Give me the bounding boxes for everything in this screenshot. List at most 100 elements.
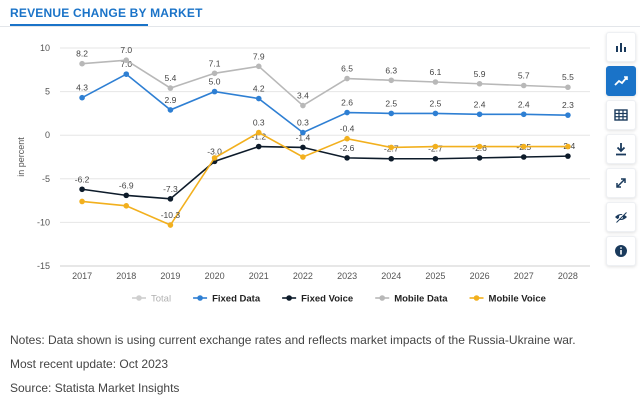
mobile-voice-point[interactable] <box>388 144 395 151</box>
mobile-voice-point[interactable] <box>79 198 85 205</box>
fixed-data-point[interactable] <box>211 88 218 95</box>
x-tick-label: 2017 <box>72 271 92 281</box>
fixed-data-data-label: 2.5 <box>430 98 442 108</box>
mobile-data-data-label: 3.4 <box>297 91 309 101</box>
mobile-voice-line <box>82 131 568 227</box>
download-icon <box>616 143 626 156</box>
bar-chart-button[interactable] <box>606 32 636 62</box>
fixed-voice-legend-marker[interactable] <box>286 295 292 301</box>
x-tick-label: 2024 <box>381 271 401 281</box>
mobile-data-point[interactable] <box>388 77 395 84</box>
mobile-data-data-label: 7.9 <box>253 51 265 61</box>
fixed-data-point[interactable] <box>476 111 483 118</box>
fixed-voice-data-label: -3.0 <box>207 146 222 156</box>
mobile-data-point[interactable] <box>255 63 262 70</box>
fixed-voice-point[interactable] <box>476 155 483 161</box>
x-tick-label: 2018 <box>116 271 136 281</box>
mobile-data-point[interactable] <box>476 80 483 87</box>
fixed-voice-data-label: -2.6 <box>340 143 355 153</box>
mobile-data-point[interactable] <box>79 60 85 67</box>
fixed-voice-point[interactable] <box>388 155 395 162</box>
fixed-data-point[interactable] <box>167 107 174 113</box>
fixed-voice-data-label: -6.2 <box>75 174 90 184</box>
x-tick-label: 2020 <box>205 271 225 281</box>
fixed-voice-point[interactable] <box>255 143 262 150</box>
fixed-voice-point[interactable] <box>565 153 571 159</box>
fixed-data-data-label: 2.4 <box>474 99 486 109</box>
info-button[interactable] <box>606 236 636 266</box>
line-chart-icon <box>614 76 628 86</box>
y-tick-label: 5 <box>45 87 50 97</box>
mobile-voice-point[interactable] <box>211 155 218 161</box>
fixed-data-point[interactable] <box>344 109 350 116</box>
mobile-data-point[interactable] <box>565 84 571 91</box>
fixed-data-point[interactable] <box>255 95 262 102</box>
x-tick-label: 2023 <box>337 271 357 281</box>
fixed-data-point[interactable] <box>565 112 571 118</box>
line-chart: 10 5 0 -5 -10 -15 in percent 2017 2018 2019 2020 20… <box>16 43 590 305</box>
y-tick-label: 10 <box>40 43 50 53</box>
mobile-data-point[interactable] <box>344 75 350 82</box>
fixed-data-data-label: 2.6 <box>341 98 353 108</box>
mobile-voice-legend-marker[interactable] <box>473 295 480 301</box>
fixed-data-point[interactable] <box>432 110 439 117</box>
mobile-data-point[interactable] <box>432 79 439 85</box>
mobile-data-data-label: 6.5 <box>341 64 353 74</box>
fixed-voice-point[interactable] <box>300 144 306 151</box>
update-text: Most recent update: Oct 2023 <box>10 357 169 371</box>
mobile-voice-point[interactable] <box>300 154 306 160</box>
mobile-voice-point[interactable] <box>432 143 439 150</box>
mobile-data-point[interactable] <box>520 82 527 89</box>
fixed-data-point[interactable] <box>79 94 85 101</box>
fixed-data-data-label: 2.4 <box>518 99 530 109</box>
mobile-data-data-label: 5.4 <box>165 73 177 83</box>
download-button[interactable] <box>606 134 636 164</box>
fullscreen-button[interactable] <box>606 168 636 198</box>
mobile-data-data-label: 7.1 <box>209 58 221 68</box>
fixed-data-point[interactable] <box>388 110 395 117</box>
mobile-data-point[interactable] <box>300 102 306 109</box>
fixed-data-point[interactable] <box>123 71 130 77</box>
mobile-voice-point[interactable] <box>344 135 350 142</box>
mobile-data-legend-label[interactable]: Mobile Data <box>394 294 448 305</box>
fixed-voice-legend-label[interactable]: Fixed Voice <box>301 294 353 305</box>
fixed-data-legend-marker[interactable] <box>197 295 203 301</box>
mobile-voice-point[interactable] <box>167 222 174 228</box>
fixed-data-point[interactable] <box>520 111 527 118</box>
mobile-voice-point[interactable] <box>123 203 130 209</box>
mobile-data-legend-marker[interactable] <box>379 295 386 301</box>
mobile-voice-point[interactable] <box>565 143 571 150</box>
fixed-voice-point[interactable] <box>123 192 130 199</box>
info-icon <box>615 245 627 257</box>
bar-chart-icon <box>616 43 626 52</box>
chart-area: 10 5 0 -5 -10 -15 in percent 2017 2018 2019 2020 20… <box>0 30 600 315</box>
mobile-voice-point[interactable] <box>520 143 527 150</box>
fixed-voice-point[interactable] <box>520 154 527 160</box>
total-legend-label[interactable]: Total <box>151 294 171 305</box>
fixed-data-point[interactable] <box>300 129 306 136</box>
mobile-data-data-label: 5.5 <box>562 72 574 82</box>
fixed-voice-point[interactable] <box>432 155 439 162</box>
fixed-voice-point[interactable] <box>79 186 85 193</box>
y-axis-title: in percent <box>16 137 26 177</box>
mobile-data-point[interactable] <box>123 57 130 64</box>
x-tick-label: 2028 <box>558 271 578 281</box>
hide-button[interactable] <box>606 202 636 232</box>
mobile-voice-point[interactable] <box>255 129 262 136</box>
fixed-voice-data-label: -6.9 <box>119 180 134 190</box>
mobile-data-point[interactable] <box>211 70 218 77</box>
fixed-voice-point[interactable] <box>167 196 174 202</box>
fixed-voice-point[interactable] <box>344 155 350 161</box>
total-legend-marker[interactable] <box>136 295 142 301</box>
table-button[interactable] <box>606 100 636 130</box>
mobile-data-line <box>82 59 568 107</box>
fixed-data-data-label: 0.3 <box>297 118 309 128</box>
fixed-data-legend-label[interactable]: Fixed Data <box>212 294 261 305</box>
fixed-voice-data-label: -1.2 <box>251 132 266 142</box>
mobile-voice-legend-label[interactable]: Mobile Voice <box>489 294 546 305</box>
line-chart-button[interactable] <box>606 66 636 96</box>
mobile-data-point[interactable] <box>167 85 174 91</box>
mobile-voice-point[interactable] <box>476 143 483 150</box>
fixed-data-data-label: 2.9 <box>165 95 177 105</box>
x-tick-label: 2021 <box>249 271 269 281</box>
